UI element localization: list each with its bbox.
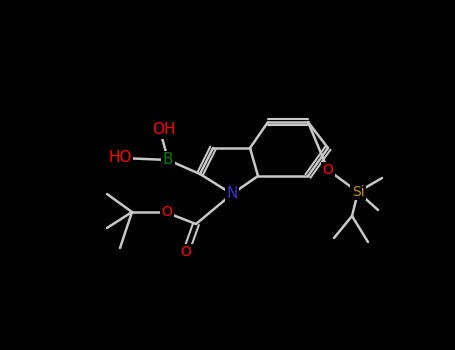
Text: O: O [162,205,172,219]
Text: HO: HO [108,150,132,166]
Text: N: N [226,187,238,202]
Text: OH: OH [152,122,176,138]
Text: B: B [163,153,173,168]
Text: Si: Si [352,185,364,199]
Text: O: O [181,245,192,259]
Text: O: O [323,163,334,177]
